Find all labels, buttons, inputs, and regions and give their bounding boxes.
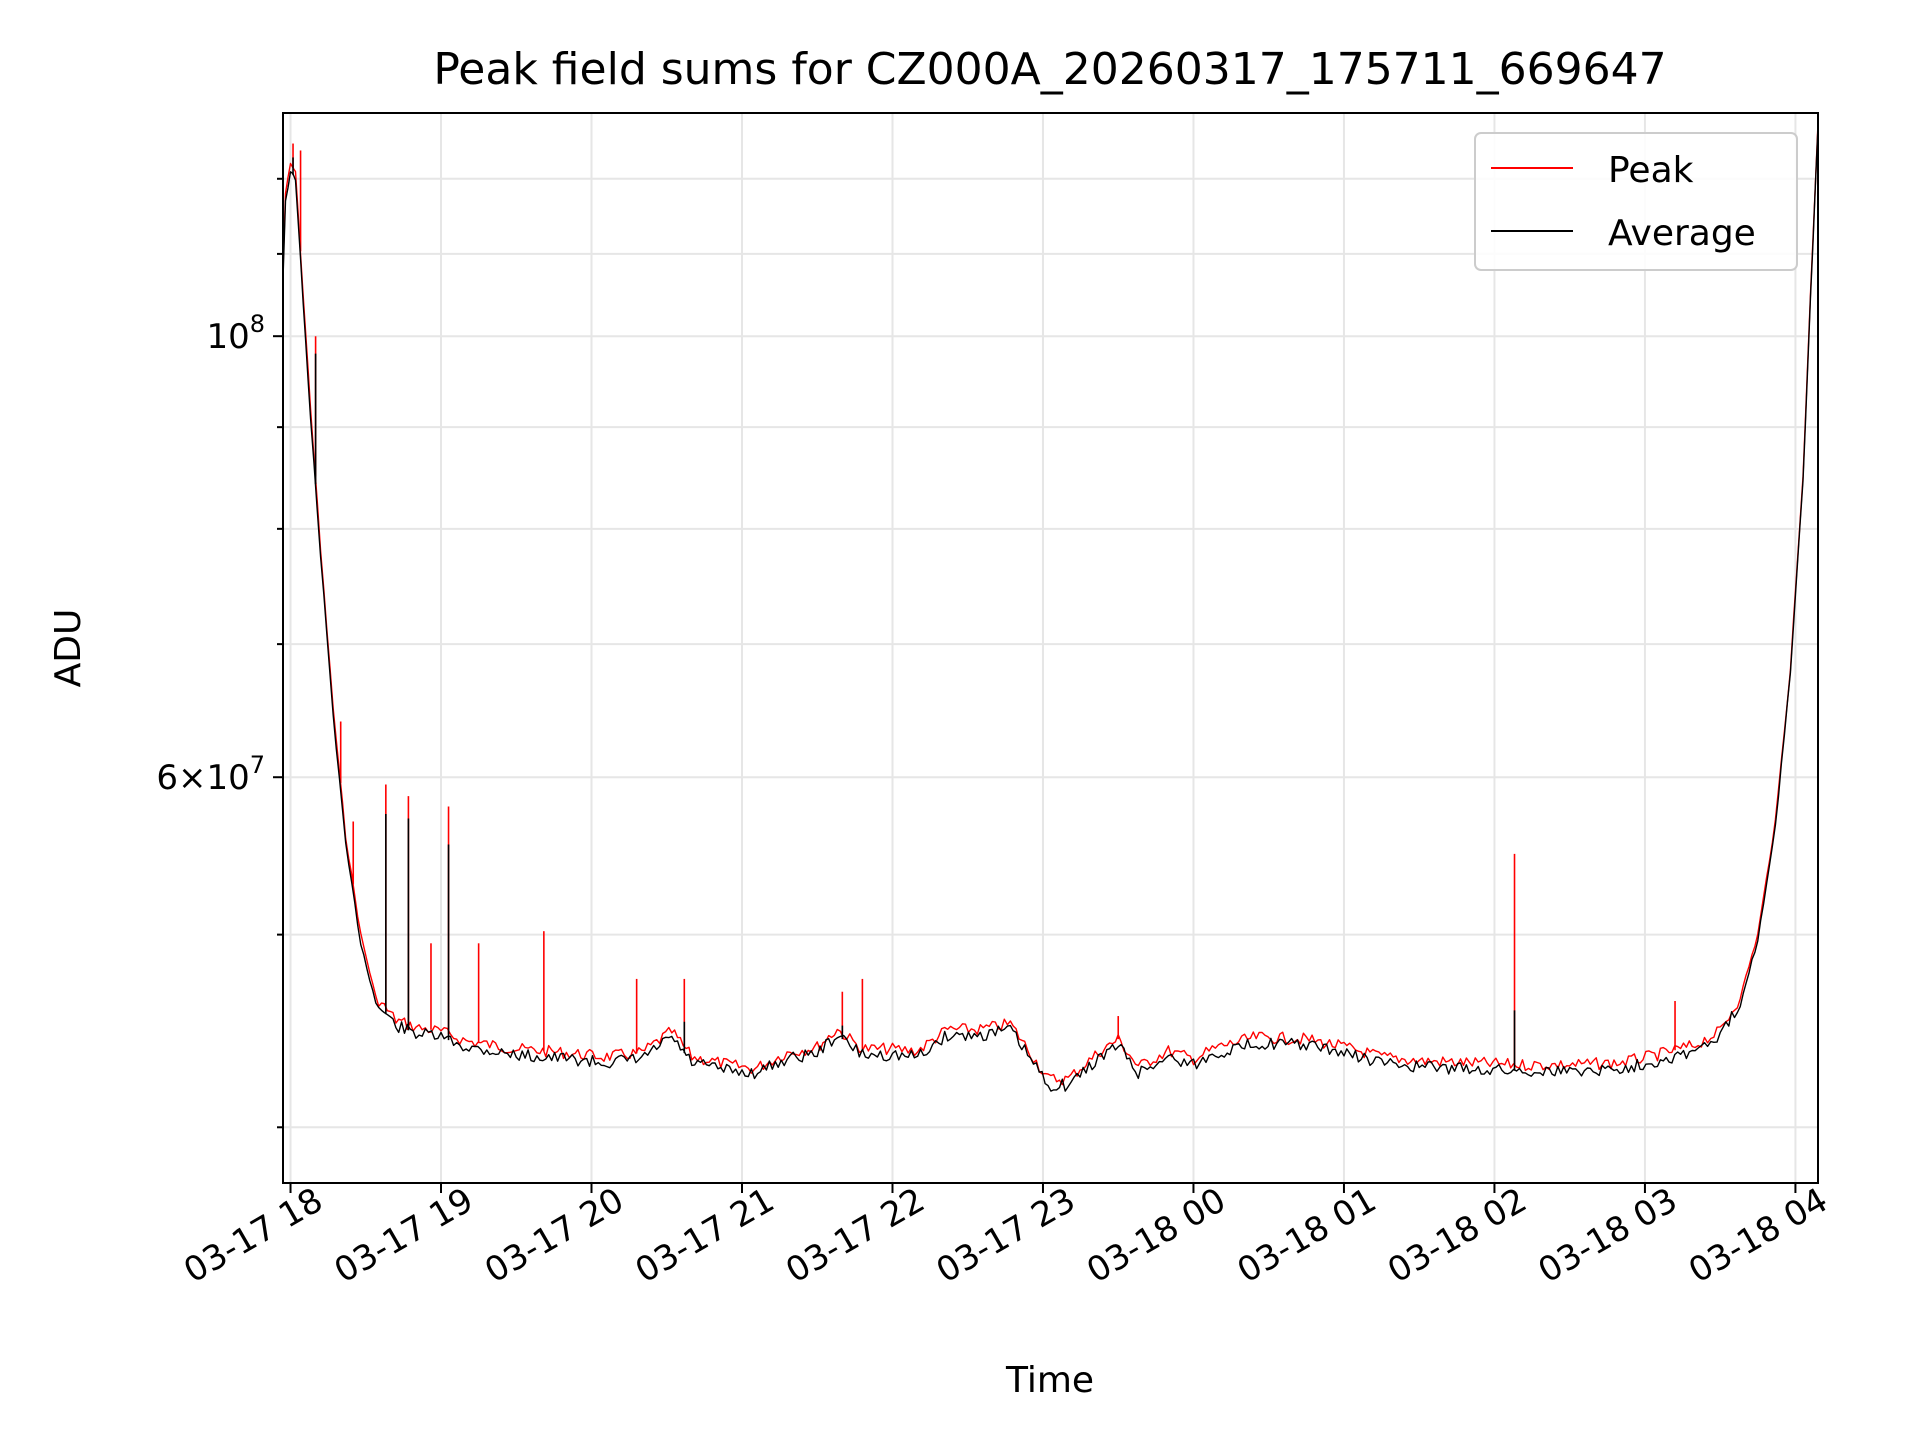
legend-label-average: Average: [1608, 213, 1756, 254]
series-line-average: [282, 126, 1819, 1092]
x-axis-label: Time: [1005, 1360, 1094, 1401]
series-layer: [282, 123, 1819, 1092]
y-tick-label: 6×107: [156, 751, 265, 798]
y-axis: 108 6×107: [156, 177, 283, 1129]
legend: Peak Average: [1474, 132, 1798, 271]
y-axis-label: ADU: [48, 609, 89, 688]
legend-label-peak: Peak: [1608, 150, 1694, 191]
plot-frame: [282, 112, 1819, 1184]
chart-title: Peak field sums for CZ000A_20260317_1757…: [433, 44, 1666, 95]
y-tick-label: 108: [206, 310, 265, 357]
plot-area: [282, 123, 1819, 1092]
